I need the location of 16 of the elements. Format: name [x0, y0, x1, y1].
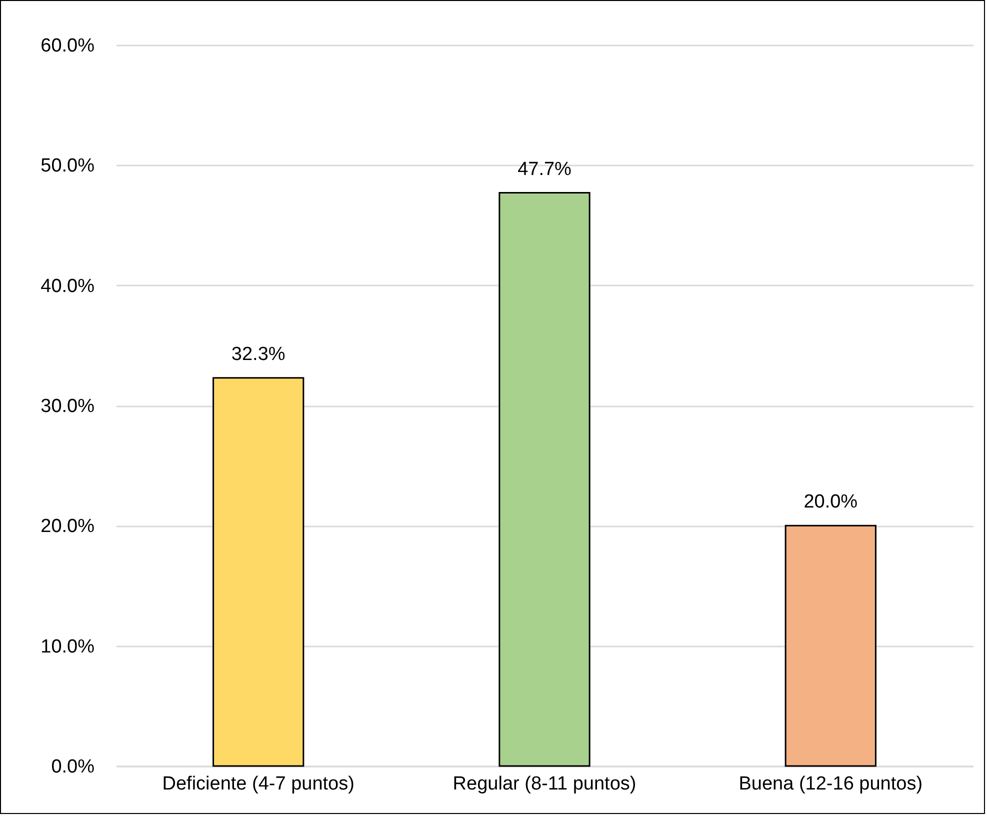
bar	[784, 524, 876, 767]
y-tick-label: 10.0%	[40, 636, 95, 658]
x-tick-label: Buena (12-16 puntos)	[738, 774, 923, 794]
y-tick-label: 30.0%	[40, 396, 95, 417]
x-tick-label: Regular (8-11 puntos)	[452, 774, 636, 794]
y-tick-label: 50.0%	[40, 156, 95, 177]
bar	[498, 192, 590, 767]
data-label: 47.7%	[518, 158, 572, 180]
y-tick-label: 60.0%	[40, 36, 95, 56]
y-tick-label: 0.0%	[51, 756, 95, 778]
bar	[212, 377, 304, 767]
x-tick-label: Deficiente (4-7 puntos)	[162, 774, 354, 794]
y-tick-label: 20.0%	[40, 516, 95, 538]
data-label: 20.0%	[804, 492, 858, 513]
y-tick-label: 40.0%	[40, 276, 95, 297]
data-label: 32.3%	[231, 344, 286, 365]
